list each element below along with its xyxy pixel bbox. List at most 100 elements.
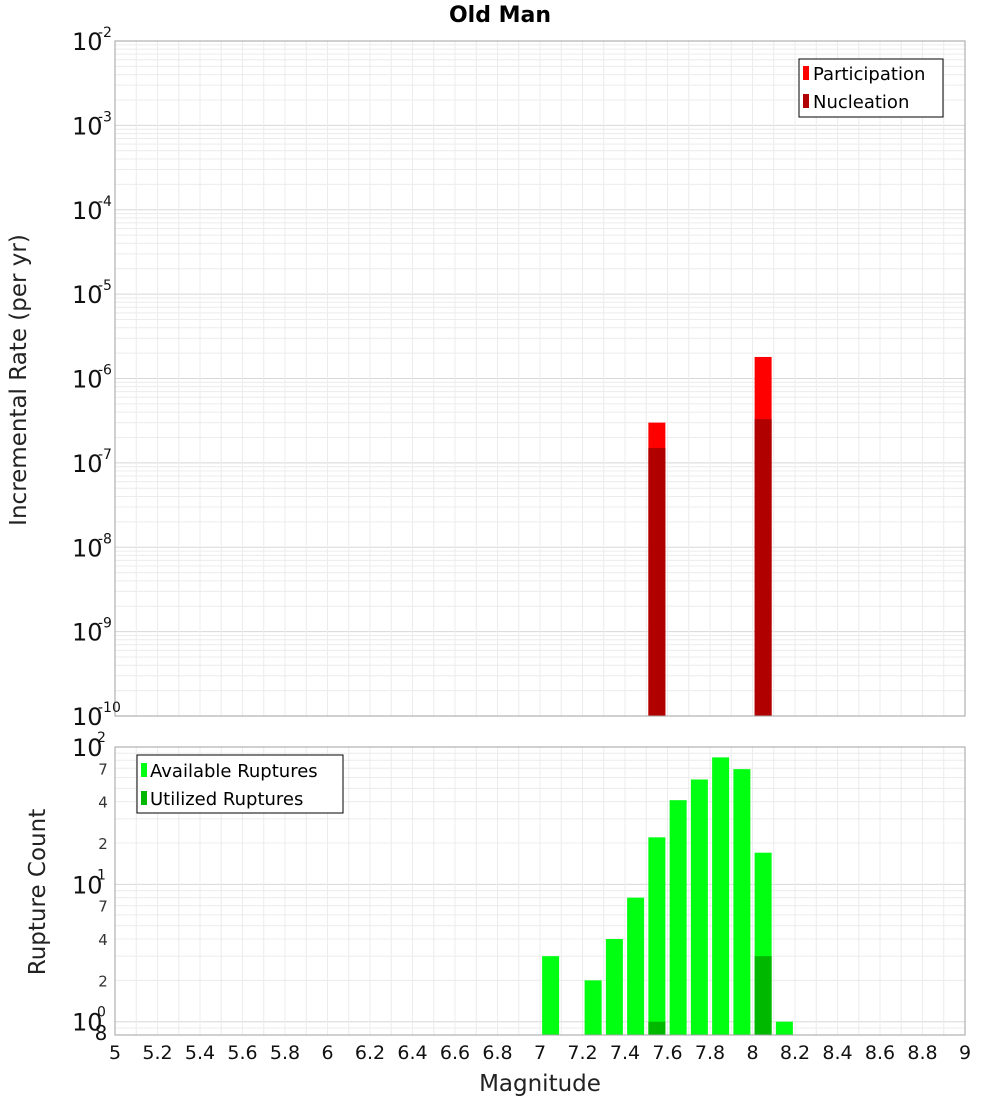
x-tick-label: 6.6 (440, 1042, 470, 1064)
bar-available-ruptures (669, 800, 687, 1035)
y-tick-exponent: -9 (98, 616, 112, 632)
bar-available-ruptures (542, 956, 560, 1035)
bar-utilized-ruptures (754, 956, 772, 1035)
bar-available-ruptures (584, 980, 602, 1035)
top-legend: Participation Nucleation (798, 58, 944, 118)
top-y-tick-label: 10-6 (72, 363, 112, 394)
x-tick-label: 6.2 (355, 1042, 385, 1064)
y-tick-base: 10 (72, 112, 103, 140)
top-y-tick-label: 10-4 (72, 194, 112, 225)
top-y-tick-label: 10-8 (72, 531, 112, 562)
x-tick-label: 8.2 (780, 1042, 810, 1064)
x-tick-label: 6 (321, 1042, 333, 1064)
y-tick-exponent: -7 (98, 447, 112, 463)
x-tick-label: 6.8 (482, 1042, 512, 1064)
bar-nucleation (648, 448, 666, 716)
legend-swatch-available-ruptures (141, 763, 147, 777)
y-tick-base: 10 (72, 619, 103, 647)
legend-swatch-utilized-ruptures (141, 791, 147, 805)
bottom-y-tick-label: 101 (72, 867, 106, 899)
x-tick-label: 8 (746, 1042, 758, 1064)
y-tick-base: 10 (72, 450, 103, 478)
x-axis-label: Magnitude (479, 1071, 601, 1097)
y-minor-tick-label: 4 (98, 794, 108, 812)
bar-utilized-ruptures (648, 1021, 666, 1035)
bar-available-ruptures (690, 779, 708, 1035)
bottom-gridlines (114, 747, 966, 1035)
bottom-plot-border (114, 746, 966, 1036)
x-tick-label: 5.4 (185, 1042, 215, 1064)
y-tick-exponent: 0 (97, 1005, 106, 1021)
x-tick-label: 6.4 (397, 1042, 427, 1064)
y-tick-exponent: -5 (98, 278, 112, 294)
y-minor-tick-label: 4 (98, 931, 108, 949)
legend-label-participation: Participation (813, 64, 925, 85)
y-tick-base: 10 (72, 366, 103, 394)
y-minor-tick-label: 8 (95, 1021, 108, 1045)
top-y-tick-labels: 10-210-310-410-510-610-710-810-910-10 (72, 25, 121, 731)
y-tick-base: 10 (72, 197, 103, 225)
y-tick-exponent: -10 (98, 700, 121, 716)
y-minor-tick-label: 7 (98, 898, 108, 916)
legend-label-utilized-ruptures: Utilized Ruptures (150, 789, 303, 810)
bar-available-ruptures (605, 939, 623, 1035)
x-tick-label: 5.8 (270, 1042, 300, 1064)
x-tick-label: 8.4 (822, 1042, 852, 1064)
y-tick-exponent: -6 (98, 363, 112, 379)
legend-swatch-participation (803, 66, 809, 80)
x-tick-label: 7 (534, 1042, 546, 1064)
y-tick-base: 10 (72, 281, 103, 309)
y-tick-exponent: -8 (98, 531, 112, 547)
bottom-y-tick-label: 102 (72, 730, 106, 762)
y-tick-base: 10 (72, 28, 103, 56)
x-tick-label: 5.6 (227, 1042, 257, 1064)
y-minor-tick-label: 2 (98, 972, 108, 990)
bar-available-ruptures (648, 837, 666, 1035)
legend-swatch-nucleation (803, 94, 809, 108)
top-bars (648, 356, 772, 716)
bar-available-ruptures (775, 1021, 793, 1035)
y-tick-base: 10 (72, 703, 103, 731)
y-tick-exponent: -3 (98, 109, 112, 125)
x-tick-label: 7.2 (567, 1042, 597, 1064)
bottom-bars (542, 757, 793, 1035)
chart-title: Old Man (449, 3, 551, 28)
top-gridlines (114, 41, 966, 716)
y-tick-base: 10 (72, 1009, 103, 1037)
legend-label-available-ruptures: Available Ruptures (150, 761, 318, 782)
bottom-legend: Available Ruptures Utilized Ruptures (136, 754, 344, 814)
x-tick-label: 8.8 (907, 1042, 937, 1064)
x-tick-label: 5.2 (142, 1042, 172, 1064)
top-y-tick-label: 10-9 (72, 616, 112, 647)
top-chart: 10-210-310-410-510-610-710-810-910-10 In… (6, 25, 966, 731)
x-tick-label: 8.6 (865, 1042, 895, 1064)
bar-nucleation (754, 419, 772, 716)
y-tick-base: 10 (72, 734, 103, 762)
y-tick-exponent: -2 (98, 25, 112, 41)
y-tick-exponent: 2 (97, 730, 106, 746)
y-tick-exponent: 1 (97, 867, 106, 883)
bar-available-ruptures (712, 757, 730, 1035)
x-tick-label: 7.6 (652, 1042, 682, 1064)
bottom-y-axis-label: Rupture Count (25, 809, 51, 975)
top-legend-box (798, 58, 944, 118)
bottom-y-tick-label: 100 (72, 1005, 106, 1037)
y-tick-exponent: -4 (98, 194, 112, 210)
top-y-tick-label: 10-7 (72, 447, 112, 478)
top-y-tick-label: 10-2 (72, 25, 112, 56)
top-y-tick-label: 10-10 (72, 700, 121, 731)
bar-available-ruptures (733, 769, 751, 1035)
y-tick-base: 10 (72, 534, 103, 562)
top-plot-border (114, 40, 966, 717)
top-y-tick-label: 10-3 (72, 109, 112, 140)
y-minor-tick-label: 2 (98, 835, 108, 853)
x-tick-label: 7.4 (610, 1042, 640, 1064)
top-y-axis-label: Incremental Rate (per yr) (6, 234, 32, 526)
x-tick-label: 5 (109, 1042, 121, 1064)
x-tick-labels: 5 5.2 5.4 5.6 5.8 6 6.2 6.4 6.6 6.8 7 7.2 7.4 7.6 7.8 8… (109, 1042, 971, 1064)
bar-available-ruptures (627, 897, 645, 1035)
y-tick-base: 10 (72, 871, 103, 899)
